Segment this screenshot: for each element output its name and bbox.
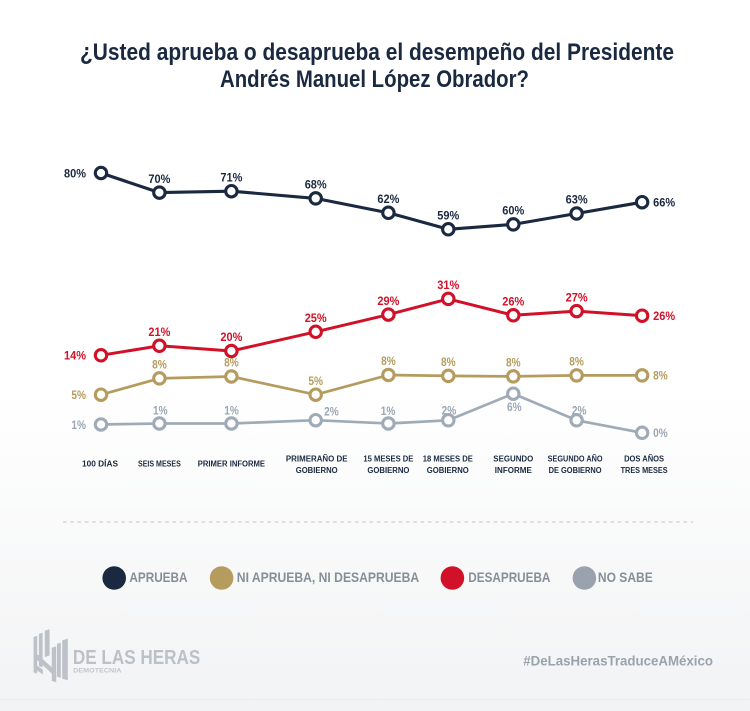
svg-text:8%: 8% [506,356,521,370]
svg-text:60%: 60% [502,204,524,218]
svg-text:5%: 5% [71,388,86,402]
svg-text:SEGUNDO AÑO: SEGUNDO AÑO [548,454,603,464]
svg-text:66%: 66% [653,196,675,210]
svg-text:20%: 20% [220,330,242,344]
svg-text:27%: 27% [566,290,588,304]
svg-text:GOBIERNO: GOBIERNO [367,465,409,475]
svg-text:31%: 31% [437,278,459,292]
svg-text:GOBIERNO: GOBIERNO [427,465,469,475]
svg-text:APRUEBA: APRUEBA [129,569,187,585]
svg-text:63%: 63% [566,193,588,207]
svg-text:1%: 1% [71,418,86,432]
svg-text:59%: 59% [437,209,459,223]
svg-text:71%: 71% [220,170,242,184]
svg-text:21%: 21% [148,325,170,339]
svg-text:100 DÍAS: 100 DÍAS [82,459,118,469]
svg-text:1%: 1% [153,403,168,417]
svg-text:PRIMER INFORME: PRIMER INFORME [198,459,265,469]
svg-text:SEIS MESES: SEIS MESES [138,459,181,469]
svg-text:GOBIERNO: GOBIERNO [296,465,338,475]
svg-text:DEMOTECNIA: DEMOTECNIA [73,667,121,674]
svg-text:68%: 68% [305,178,327,192]
svg-text:¿Usted aprueba o desaprueba el: ¿Usted aprueba o desaprueba el desempeño… [80,39,674,66]
svg-text:8%: 8% [381,354,396,368]
svg-text:29%: 29% [377,294,399,308]
svg-text:2%: 2% [324,405,339,419]
svg-text:2%: 2% [442,404,457,418]
svg-text:26%: 26% [502,295,524,309]
svg-text:NI APRUEBA, NI DESAPRUEBA: NI APRUEBA, NI DESAPRUEBA [237,569,419,585]
svg-text:DE GOBIERNO: DE GOBIERNO [549,465,602,475]
svg-text:NO SABE: NO SABE [598,569,653,585]
svg-text:18 MESES DE: 18 MESES DE [423,454,473,464]
svg-text:8%: 8% [152,358,167,372]
svg-text:80%: 80% [64,166,86,180]
svg-text:70%: 70% [148,172,170,186]
svg-text:8%: 8% [224,356,239,370]
svg-text:Andrés Manuel López Obrador?: Andrés Manuel López Obrador? [220,66,529,93]
svg-text:62%: 62% [377,192,399,206]
svg-text:TRES MESES: TRES MESES [621,465,668,475]
svg-text:PRIMERAÑO DE: PRIMERAÑO DE [286,454,348,464]
svg-text:6%: 6% [507,400,522,414]
svg-text:1%: 1% [381,404,396,418]
svg-text:INFORME: INFORME [495,465,532,475]
svg-text:0%: 0% [653,426,668,440]
svg-text:DESAPRUEBA: DESAPRUEBA [468,569,550,585]
svg-text:SEGUNDO: SEGUNDO [493,454,533,464]
svg-text:8%: 8% [569,355,584,369]
svg-text:5%: 5% [308,374,323,388]
svg-text:#DeLasHerasTraduceAMéxico: #DeLasHerasTraduceAMéxico [523,652,713,668]
svg-text:DE LAS HERAS: DE LAS HERAS [73,647,200,669]
svg-text:8%: 8% [441,355,456,369]
svg-text:8%: 8% [653,369,668,383]
svg-text:15 MESES DE: 15 MESES DE [363,454,413,464]
svg-text:14%: 14% [64,349,86,363]
svg-text:26%: 26% [653,309,675,323]
svg-text:1%: 1% [224,403,239,417]
svg-text:2%: 2% [572,404,587,418]
svg-text:DOS AÑOS: DOS AÑOS [624,454,664,464]
svg-text:25%: 25% [305,311,327,325]
